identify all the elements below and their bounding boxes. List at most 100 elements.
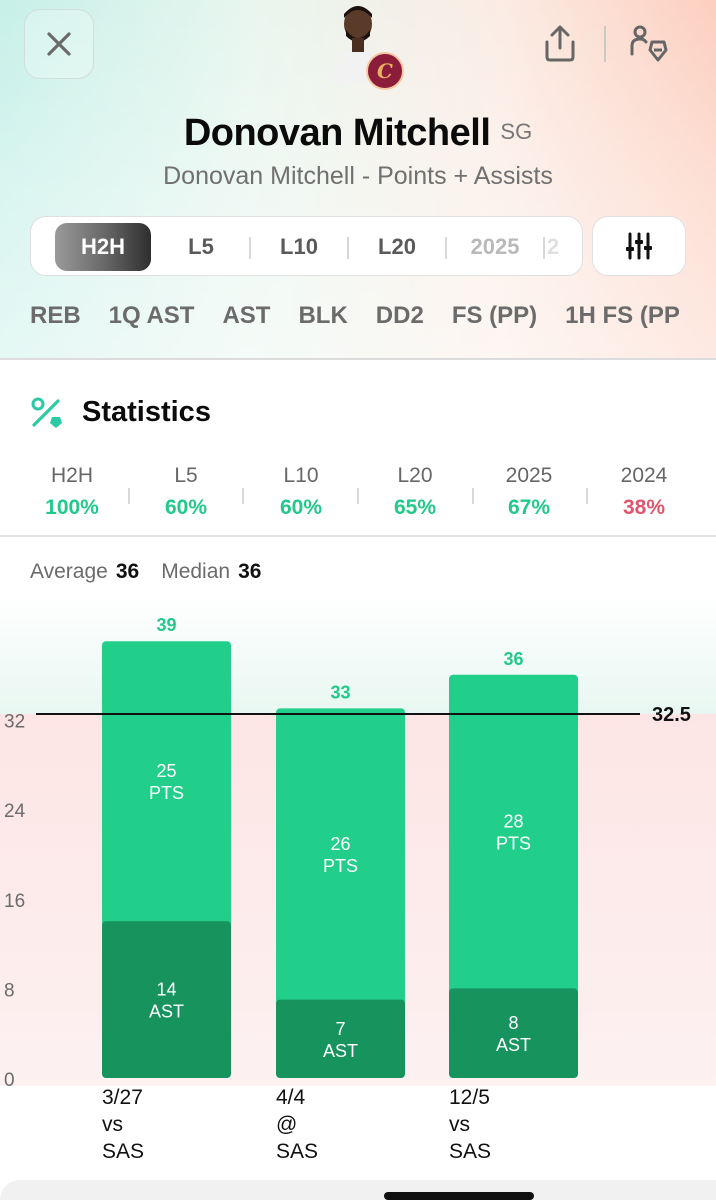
x-category-label: SAS: [276, 1140, 318, 1163]
bar-segment-pts: [276, 708, 405, 1006]
hit-rate-value: 38%: [622, 496, 666, 519]
hit-rate-label: 2025: [505, 464, 553, 487]
hit-rate-h2h: H2H 100%: [22, 464, 122, 520]
x-category-label: vs: [102, 1113, 123, 1136]
filter-button[interactable]: [592, 216, 686, 276]
hit-rate-2025: 2025 67%: [479, 464, 579, 520]
team-logo: C: [366, 52, 404, 90]
hit-rate-value: 67%: [507, 496, 551, 519]
x-category-label: SAS: [102, 1140, 144, 1163]
bar-ast-value: 14: [156, 980, 176, 1000]
hit-rate-l20: L20 65%: [365, 464, 465, 520]
tab-separator: [543, 237, 545, 259]
stat-tab-dd2[interactable]: DD2: [375, 302, 424, 329]
hit-rate-value: 100%: [45, 496, 99, 519]
hit-rate-l10: L10 60%: [251, 464, 351, 520]
stat-tab-blk[interactable]: BLK: [298, 302, 348, 329]
bar-pts-label: PTS: [496, 834, 531, 854]
close-icon: [47, 32, 71, 56]
median-label: Median: [161, 560, 231, 583]
x-category-label: vs: [449, 1113, 470, 1136]
hit-rate-separator: [128, 488, 130, 504]
bottom-sheet-edge: [0, 1180, 716, 1200]
bar-pts-label: PTS: [149, 783, 184, 803]
tab-l20[interactable]: L20: [378, 234, 416, 259]
bar-pts-value: 26: [330, 834, 350, 854]
tab-separator: [347, 237, 349, 259]
bar-segment-ast: [276, 999, 405, 1078]
hit-rate-separator: [472, 488, 474, 504]
y-tick-label: 0: [4, 1070, 15, 1091]
bar-segment-pts: [449, 674, 578, 995]
bar-ast-label: AST: [496, 1035, 531, 1055]
hit-rate-value: 60%: [279, 496, 323, 519]
player-position: SG: [500, 119, 533, 144]
bar-segment-ast: [449, 988, 578, 1078]
hit-rate-l5: L5 60%: [136, 464, 236, 520]
average-value: 36: [115, 560, 140, 583]
range-tabs: H2H L5 L10 L20 2025 2: [30, 216, 583, 276]
bar-ast-label: AST: [149, 1002, 184, 1022]
hit-rate-2024: 2024 38%: [594, 464, 694, 520]
hit-rate-separator: [242, 488, 244, 504]
player-title: Donovan Mitchell SG: [0, 112, 716, 155]
tab-2025[interactable]: 2025: [470, 234, 520, 259]
hit-rate-value: 65%: [393, 496, 437, 519]
x-category-label: 12/5: [449, 1086, 490, 1109]
close-button[interactable]: [24, 9, 94, 79]
average-label: Average: [30, 560, 108, 583]
tab-separator: [249, 237, 251, 259]
tab-2024-partial[interactable]: 2: [547, 234, 560, 259]
favorite-player-button[interactable]: [628, 24, 670, 64]
tab-separator: [445, 237, 447, 259]
stat-tab-fs-pp[interactable]: FS (PP): [451, 302, 538, 329]
bar-total-label: 33: [330, 682, 350, 702]
bar-total-label: 39: [156, 615, 176, 635]
y-tick-label: 16: [4, 891, 25, 912]
x-category-label: @: [276, 1113, 297, 1136]
bar-chart: 081624323925PTS14AST3/27vsSAS3326PTS7AST…: [4, 615, 691, 1163]
stat-tab-ast[interactable]: AST: [222, 302, 271, 329]
hit-rate-separator: [357, 488, 359, 504]
bar-pts-value: 25: [156, 761, 176, 781]
header-divider: [604, 26, 606, 62]
bar-pts-label: PTS: [323, 856, 358, 876]
x-category-label: 4/4: [276, 1086, 306, 1109]
average-median-row: Average 36 Median 36: [30, 560, 283, 584]
hit-rate-label: L5: [174, 464, 198, 487]
x-category-label: 3/27: [102, 1086, 143, 1109]
hit-rate-label: L10: [283, 464, 319, 487]
hit-rate-label: L20: [397, 464, 433, 487]
y-tick-label: 8: [4, 980, 15, 1001]
tab-l10[interactable]: L10: [280, 234, 318, 259]
hit-rate-label: H2H: [50, 464, 93, 487]
percent-icon: [31, 397, 62, 428]
bar-ast-label: AST: [323, 1041, 358, 1061]
median-value: 36: [238, 560, 262, 583]
hit-rate-label: 2024: [620, 464, 668, 487]
bar-pts-value: 28: [503, 812, 523, 832]
bottom-tab-indicator: [384, 1192, 534, 1200]
share-button[interactable]: [540, 24, 580, 64]
favorite-player-icon: [630, 25, 668, 62]
tab-l5[interactable]: L5: [188, 234, 214, 259]
bar-total-label: 36: [503, 649, 523, 669]
stat-tab-1h-fs-pp[interactable]: 1H FS (PP: [565, 302, 680, 329]
tab-h2h[interactable]: H2H: [55, 223, 151, 271]
player-avatar: C: [326, 0, 408, 92]
stat-tab-reb[interactable]: REB: [30, 302, 81, 329]
bar-ast-value: 8: [508, 1013, 518, 1033]
section-divider: [0, 358, 716, 360]
share-icon: [545, 25, 575, 62]
section-divider: [0, 535, 716, 537]
threshold-label: 32.5: [652, 704, 691, 726]
market-subtitle: Donovan Mitchell - Points + Assists: [163, 162, 553, 190]
hit-rate-value: 60%: [164, 496, 208, 519]
y-tick-label: 24: [4, 801, 26, 822]
sliders-icon: [626, 232, 652, 260]
player-name: Donovan Mitchell: [183, 112, 491, 154]
statistics-title: Statistics: [82, 396, 211, 428]
stat-tab-1q-ast[interactable]: 1Q AST: [108, 302, 195, 329]
statistics-header: Statistics: [30, 396, 211, 429]
y-tick-label: 32: [4, 712, 25, 733]
